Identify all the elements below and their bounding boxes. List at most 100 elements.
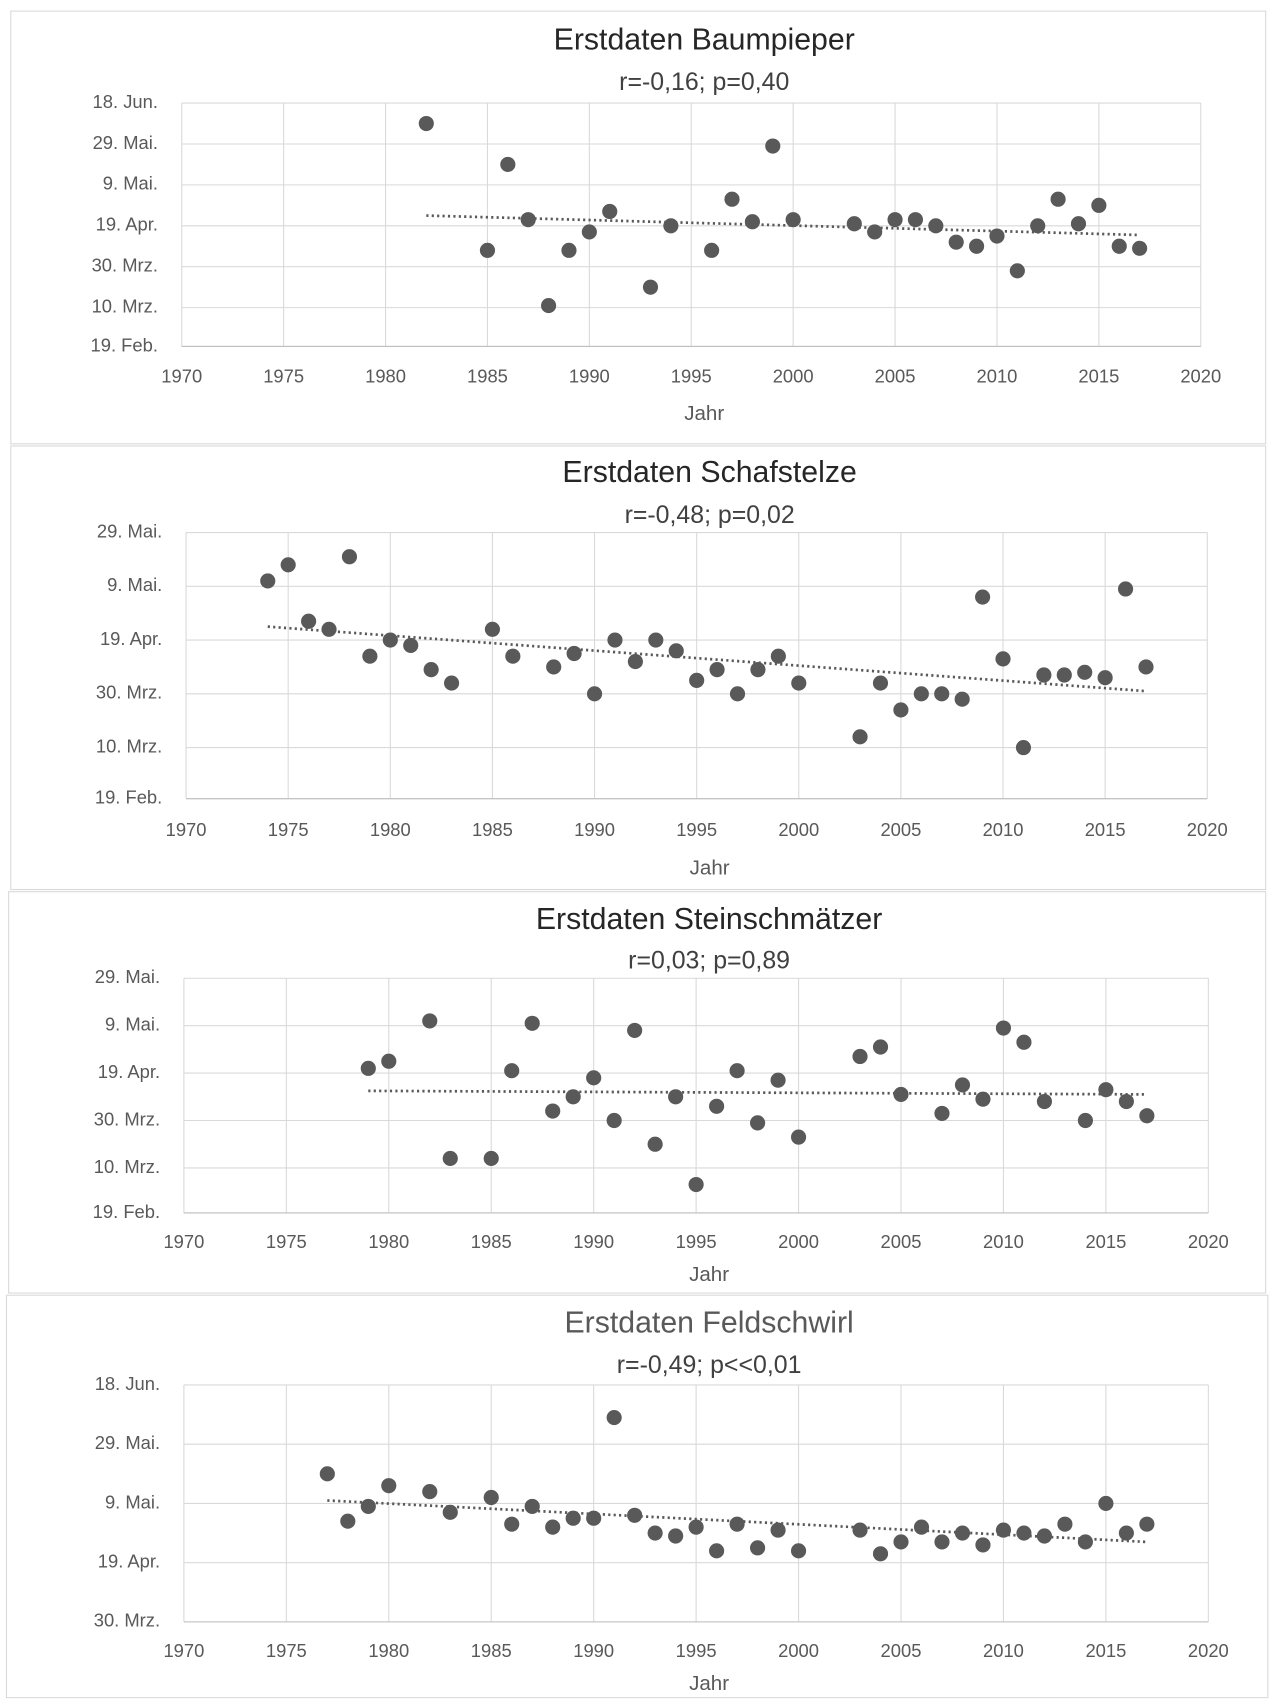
x-tick-label: 1990: [574, 819, 615, 840]
point: [770, 648, 786, 664]
y-tick-label: 9. Mai.: [105, 1491, 160, 1512]
x-tick-label: 1990: [573, 1640, 614, 1661]
point: [948, 234, 964, 250]
point: [606, 1112, 622, 1129]
x-tick-label: 2000: [778, 1640, 819, 1661]
y-tick-label: 30. Mrz.: [94, 1610, 160, 1631]
panel: [8, 891, 1267, 1294]
x-tick-label: 1980: [370, 819, 411, 840]
y-tick-label: 30. Mrz.: [94, 1108, 160, 1129]
point: [867, 224, 883, 240]
point: [1118, 1525, 1134, 1541]
point: [647, 1136, 663, 1152]
point: [546, 659, 562, 675]
point: [852, 1522, 868, 1538]
point: [1036, 667, 1052, 683]
point: [566, 645, 582, 662]
point: [1056, 667, 1072, 683]
point: [709, 1098, 725, 1114]
point: [423, 662, 439, 678]
point: [647, 1525, 663, 1541]
point: [729, 1516, 745, 1532]
point: [444, 675, 460, 691]
point: [785, 212, 801, 228]
point: [484, 621, 500, 637]
point: [319, 1466, 335, 1482]
point: [790, 1129, 807, 1145]
x-tick-label: 1995: [676, 819, 717, 840]
point: [483, 1150, 499, 1167]
point: [689, 672, 705, 688]
point: [954, 1525, 971, 1541]
point: [913, 686, 929, 702]
point: [750, 1540, 766, 1556]
point: [382, 632, 398, 648]
x-tick-label: 1975: [263, 366, 304, 387]
point: [561, 242, 577, 258]
y-tick-label: 19. Apr.: [98, 1551, 160, 1572]
chart-title: Erstdaten Feldschwirl: [564, 1306, 853, 1339]
point: [770, 1072, 786, 1088]
point: [934, 1105, 950, 1121]
chart-title: Erstdaten Baumpieper: [554, 23, 855, 56]
point: [729, 686, 746, 702]
x-tick-label: 1995: [676, 1640, 717, 1661]
point: [422, 1484, 438, 1500]
point: [688, 1519, 704, 1535]
point: [1139, 1108, 1155, 1124]
x-tick-label: 1990: [569, 366, 610, 387]
point: [1117, 581, 1134, 597]
point: [750, 1115, 766, 1131]
point: [524, 1015, 540, 1031]
point: [1097, 670, 1113, 686]
x-tick-label: 1970: [161, 366, 202, 387]
point: [913, 1519, 930, 1535]
point: [852, 729, 868, 745]
point: [586, 1510, 602, 1526]
point: [301, 613, 317, 629]
point: [381, 1053, 397, 1069]
point: [1050, 191, 1066, 207]
y-tick-label: 10. Mrz.: [94, 1156, 160, 1177]
x-tick-label: 1980: [365, 366, 406, 387]
x-tick-label: 1975: [266, 1231, 307, 1252]
point: [505, 648, 521, 664]
point: [995, 1020, 1012, 1036]
point: [852, 1048, 868, 1065]
x-tick-label: 1975: [266, 1640, 307, 1661]
point: [1111, 238, 1127, 254]
chart-subtitle: r=-0,49; p<<0,01: [617, 1351, 802, 1379]
chart-subtitle: r=0,03; p=0,89: [628, 947, 790, 975]
point: [1015, 740, 1032, 756]
point: [648, 632, 664, 648]
point: [483, 1489, 499, 1506]
y-tick-label: 29. Mai.: [93, 132, 158, 153]
panel: [10, 10, 1267, 445]
point: [1077, 1534, 1093, 1550]
point: [954, 691, 970, 707]
point: [606, 1409, 622, 1426]
point: [1077, 1112, 1093, 1129]
point: [500, 156, 516, 173]
y-tick-label: 19. Apr.: [98, 1061, 160, 1082]
point: [541, 297, 557, 314]
point: [1138, 659, 1154, 675]
point: [872, 675, 889, 691]
point: [872, 1546, 889, 1562]
point: [565, 1510, 581, 1526]
point: [586, 1070, 602, 1086]
point: [750, 662, 766, 678]
point: [907, 212, 924, 228]
point: [765, 138, 781, 154]
point: [893, 702, 909, 718]
y-tick-label: 19. Feb.: [95, 787, 162, 808]
point: [846, 216, 862, 232]
trendline: [267, 625, 1147, 693]
x-tick-label: 1970: [163, 1231, 204, 1252]
point: [1132, 240, 1148, 256]
point: [709, 662, 725, 678]
x-tick-label: 2005: [881, 1640, 922, 1661]
point: [280, 557, 296, 573]
point: [545, 1519, 561, 1535]
x-tick-label: 2020: [1180, 366, 1221, 387]
